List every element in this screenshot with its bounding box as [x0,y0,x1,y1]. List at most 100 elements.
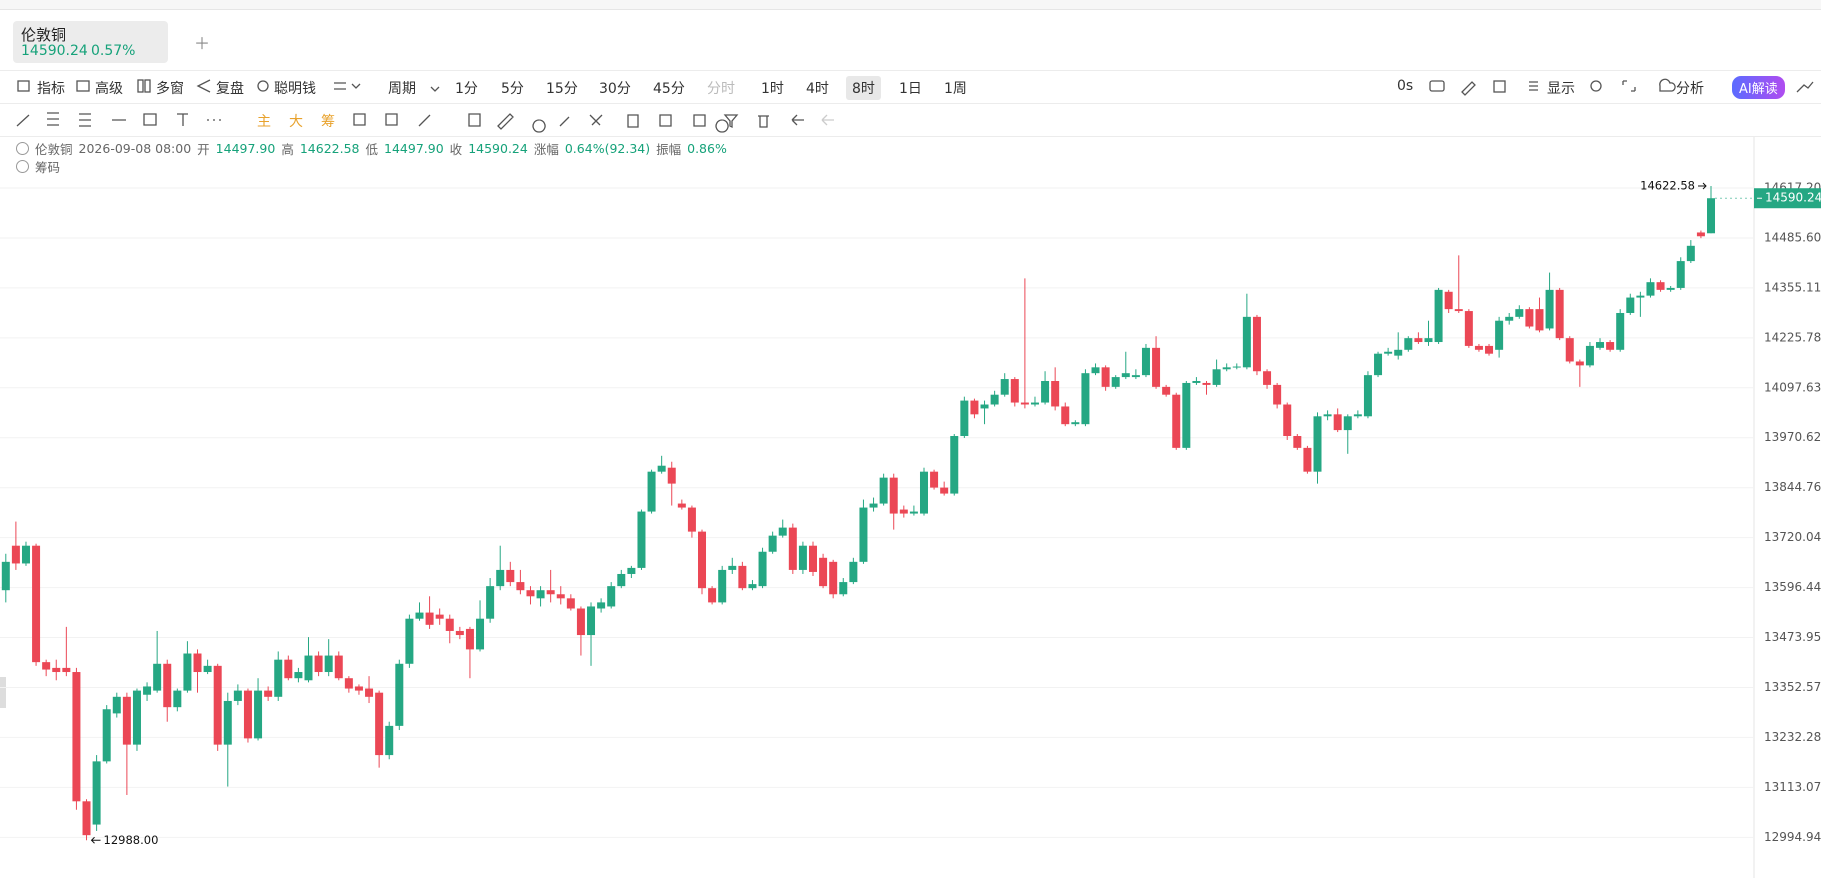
period[interactable]: 5分 [501,81,524,97]
candle-body [486,586,495,619]
icon [353,113,804,133]
candle-body [627,567,636,574]
candle-body [385,725,394,756]
candle-body [1242,316,1251,368]
info-value: 14497.90 [215,141,276,156]
candle-body [1182,382,1191,448]
y-tick-label: 13113.07 [1764,780,1821,794]
candle-body [1444,291,1453,310]
candle-body [1162,386,1171,395]
candle-body [526,590,535,597]
candle-body [213,665,222,745]
info-value: 0.64%(92.34) [564,141,651,156]
toolbar-item[interactable]: 高级 [95,81,123,97]
candle-body [1616,312,1625,350]
candle-body [183,653,192,691]
candle-body [92,761,101,825]
candle-body [1081,373,1090,425]
candle-body [950,436,959,494]
candle-body [1323,414,1332,417]
y-tick-label: 14225.78 [1764,330,1821,344]
candle-body [1061,406,1070,425]
candle-body [1131,375,1140,378]
candle-body [496,569,505,587]
toolbar-item[interactable]: 周期 [388,81,416,97]
toolbar-item[interactable]: 多窗 [156,81,184,97]
period[interactable]: 分时 [707,81,735,97]
candle-body [899,509,908,514]
candle-body [1222,367,1231,370]
add-tab[interactable]: ＋ [194,34,211,53]
side-handle[interactable] [0,677,6,708]
collapse-icon[interactable] [16,160,29,173]
candle-body [1172,394,1181,448]
period[interactable]: 1日 [899,81,922,97]
candle-body [32,545,41,663]
candle-body [1505,316,1514,321]
y-tick-label: 14355.11 [1764,280,1821,294]
candle-body [405,618,414,664]
candle-body [1585,345,1594,366]
candle-body [698,531,707,589]
candle-body [940,487,949,494]
period[interactable]: 15分 [546,81,578,97]
candle-body [1071,422,1080,425]
toolbar-item[interactable]: 分析 [1676,81,1704,97]
candle-body [607,586,616,607]
info-value: 14622.58 [299,141,360,156]
period[interactable]: 1时 [761,81,784,97]
candle-body [254,690,263,739]
candle-body [465,628,474,650]
candle-body [11,545,20,564]
candle-body [1525,309,1534,327]
candle-body [415,612,424,619]
period[interactable]: 4时 [806,81,829,97]
tool[interactable]: 主 [257,114,271,130]
candle-body [708,588,717,603]
candle-body [970,400,979,415]
candle-body [859,507,868,562]
period[interactable]: 30分 [599,81,631,97]
candle-body [1646,282,1655,296]
toolbar-item[interactable]: 复盘 [216,81,244,97]
candle-body [798,545,807,570]
tool[interactable]: 大 [289,114,303,130]
candle-body [284,659,293,679]
candle-body [576,608,585,636]
period[interactable]: 1周 [944,81,967,97]
ai-button[interactable]: AI解读 [1732,76,1785,99]
candle-body [1051,380,1060,407]
candle-body [556,594,565,599]
toolbar-icons [0,78,1814,708]
toolbar-item[interactable]: 指标 [37,81,65,97]
candle-body [597,602,606,609]
period[interactable]: 45分 [653,81,685,97]
candle-body [1030,402,1039,405]
separator [0,136,1821,137]
instrument-tab[interactable]: 伦敦铜 14590.24 0.57% [13,21,168,63]
toolbar-item[interactable]: 0s [1397,78,1414,94]
candle-body [1424,338,1433,343]
price-tag [1754,188,1821,209]
tool[interactable]: 筹 [321,114,335,130]
toolbar-item[interactable]: 聪明钱 [274,81,316,97]
candle-body [1,561,10,591]
candle-body [112,696,121,714]
collapse-icon[interactable] [16,142,29,155]
candle-body [203,665,212,673]
period[interactable]: 1分 [455,81,478,97]
candle-body [1454,309,1463,312]
toolbar-item[interactable]: 显示 [1547,81,1575,97]
icon [144,79,151,93]
period-selected[interactable]: 8时 [846,76,881,100]
candle-body [354,686,363,691]
candle-body [1293,436,1302,448]
candle-body [1565,338,1574,362]
candle-body [909,511,918,514]
candle-body [344,678,353,689]
ohlc-info: 伦敦铜 2026-09-08 08:00 开 14497.90 高 14622.58… [16,139,727,158]
candle-body [72,672,81,802]
y-tick-label: 13232.28 [1764,730,1821,744]
candle-body [637,511,646,568]
